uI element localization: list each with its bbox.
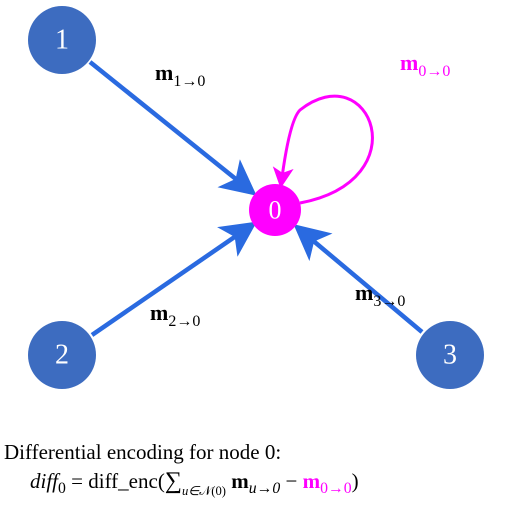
caption-line1: Differential encoding for node 0: [4, 440, 281, 465]
m1: m [231, 469, 249, 493]
svg-text:m1→0: m1→0 [155, 60, 205, 90]
minus: − [280, 469, 302, 493]
svg-text:m2→0: m2→0 [150, 300, 200, 330]
caption-line2: diff0 = diff_enc(∑u∈𝒩(0) mu→0 − m0→0) [30, 468, 359, 498]
m2: m [303, 469, 321, 493]
diff-sub: 0 [58, 480, 66, 497]
edge-label-2-0: m2→0 [150, 300, 200, 330]
node-1: 1 [28, 6, 96, 74]
fn: diff_enc [88, 469, 158, 493]
open-paren: ( [158, 469, 165, 493]
node-0-label: 0 [269, 196, 282, 225]
edge-label-0-0: m0→0 [400, 50, 450, 80]
diff-word: diff [30, 469, 58, 493]
m1-sub: u→0 [249, 480, 281, 497]
message-passing-diagram: 1 2 3 0 m1→0 m2→0 m3→0 m0→0 [0, 0, 522, 430]
svg-text:m0→0: m0→0 [400, 50, 450, 80]
node-0: 0 [249, 184, 301, 236]
node-3-label: 3 [443, 340, 457, 371]
edge-0-0-selfloop [281, 96, 372, 203]
sum-sub-pre: u∈ [182, 484, 199, 498]
sum-sub-script: 𝒩 [199, 484, 211, 498]
sum-symbol: ∑ [165, 468, 182, 494]
sum-sub-post: (0) [211, 484, 226, 498]
close-paren: ) [352, 469, 359, 493]
node-2-label: 2 [55, 340, 69, 371]
edge-label-3-0: m3→0 [355, 280, 405, 310]
node-1-label: 1 [55, 25, 69, 56]
m2-sub: 0→0 [320, 480, 352, 497]
node-3: 3 [416, 321, 484, 389]
node-2: 2 [28, 321, 96, 389]
svg-text:m3→0: m3→0 [355, 280, 405, 310]
eq: = [66, 469, 88, 493]
caption-line1-text: Differential encoding for node 0: [4, 440, 281, 464]
edge-label-1-0: m1→0 [155, 60, 205, 90]
